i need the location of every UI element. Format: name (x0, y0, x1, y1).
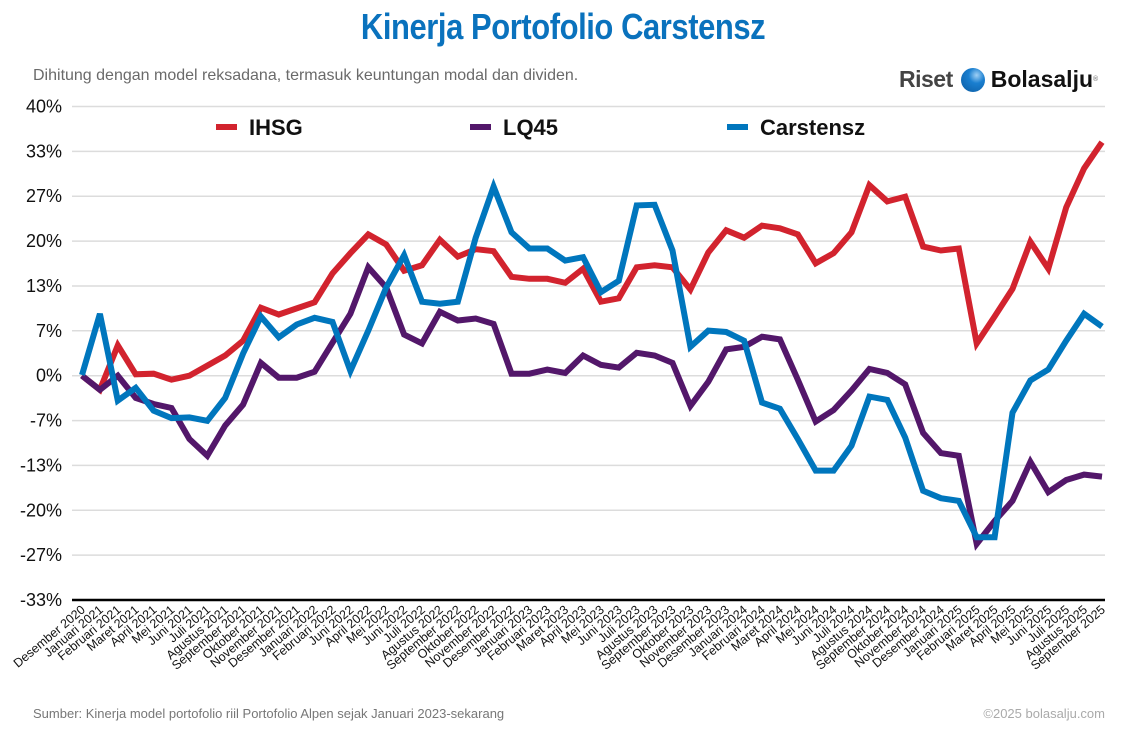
y-tick-label: 20% (26, 231, 62, 251)
series-line-ihsg (80, 140, 1105, 395)
series-lines (79, 140, 1105, 551)
series-line-lq45 (80, 261, 1103, 551)
logo-riset-text: Riset (899, 66, 953, 92)
y-tick-label: -27% (20, 545, 62, 565)
y-tick-label: -7% (30, 411, 62, 431)
y-tick-label: 27% (26, 186, 62, 206)
series-line-carstensz (79, 177, 1104, 541)
y-tick-label: 7% (36, 321, 62, 341)
chart-subtitle: Dihitung dengan model reksadana, termasu… (33, 67, 579, 84)
bolasalju-logo: Riset Bolasalju ® (899, 66, 1098, 93)
legend-item-carstensz: Carstensz (727, 115, 865, 140)
y-tick-label: -20% (20, 500, 62, 520)
logo-bolasalju-text: Bolasalju (990, 66, 1094, 92)
legend-item-ihsg: IHSG (216, 115, 303, 140)
legend-label: Carstensz (760, 115, 865, 140)
legend-label: IHSG (249, 115, 303, 140)
gridlines (72, 105, 1105, 556)
y-tick-label: 33% (26, 141, 62, 161)
legend: IHSG LQ45 Carstensz (216, 115, 865, 140)
chart-title-text: Kinerja Portofolio Carstensz (361, 6, 766, 47)
y-tick-label: 13% (26, 276, 62, 296)
registered-mark: ® (1093, 76, 1099, 83)
source-note: Sumber: Kinerja model portofolio riil Po… (33, 706, 505, 721)
y-tick-label: -33% (20, 590, 62, 610)
y-tick-label: 0% (36, 366, 62, 386)
y-tick-label: 40% (26, 97, 62, 117)
y-tick-label: -13% (20, 455, 62, 475)
snowball-icon (960, 67, 985, 92)
copyright: ©2025 bolasalju.com (983, 706, 1105, 721)
y-axis: 40% 33% 27% 20% 13% 7% 0% -7% -13% -20% -27% -33% (20, 97, 62, 611)
legend-label: LQ45 (503, 115, 558, 140)
legend-item-lq45: LQ45 (470, 115, 558, 140)
chart-title: Kinerja Portofolio Carstensz (0, 6, 1127, 48)
